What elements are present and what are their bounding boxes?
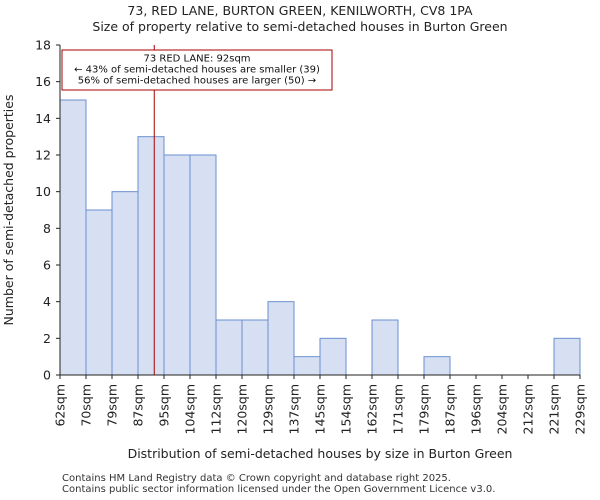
x-tick-label: 212sqm	[521, 384, 536, 434]
histogram-bar	[423, 356, 451, 376]
y-tick-label: 0	[43, 368, 51, 383]
y-tick-label: 16	[35, 74, 51, 89]
y-tick-label: 18	[35, 38, 51, 53]
x-tick-label: 129sqm	[261, 384, 276, 434]
x-tick-label: 120sqm	[235, 384, 250, 434]
y-tick-label: 2	[43, 331, 51, 346]
x-tick-label: 204sqm	[495, 384, 510, 434]
histogram-bar	[85, 209, 113, 376]
x-tick-label: 62sqm	[53, 384, 68, 427]
x-tick-label: 154sqm	[339, 384, 354, 434]
annotation-larger: 56% of semi-detached houses are larger (…	[78, 76, 316, 87]
y-tick-label: 4	[43, 294, 51, 309]
histogram-bar	[59, 99, 87, 376]
histogram-bar	[293, 356, 321, 376]
histogram-bar	[267, 301, 295, 376]
y-tick-label: 6	[43, 258, 51, 273]
y-tick-label: 10	[35, 184, 51, 199]
x-tick-label: 187sqm	[443, 384, 458, 434]
x-tick-label: 79sqm	[105, 384, 120, 427]
x-axis-title: Distribution of semi-detached houses by …	[128, 446, 513, 461]
chart-title-address: 73, RED LANE, BURTON GREEN, KENILWORTH, …	[127, 3, 473, 18]
x-tick-label: 196sqm	[469, 384, 484, 434]
x-tick-label: 221sqm	[547, 384, 562, 434]
x-tick-label: 137sqm	[287, 384, 302, 434]
annotation-smaller: ← 43% of semi-detached houses are smalle…	[74, 65, 320, 76]
histogram-bar	[553, 337, 581, 376]
y-tick-label: 12	[35, 148, 51, 163]
histogram-chart: 0 2 4 6 8 10 12 14 16 18 62sqm 70sqm 79sqm 87sqm 95sqm…	[1, 38, 588, 462]
histogram-bar	[111, 191, 139, 376]
histogram-bar	[371, 319, 399, 376]
x-tick-label: 145sqm	[313, 384, 328, 434]
x-tick-label: 104sqm	[183, 384, 198, 434]
y-tick-label: 14	[35, 111, 51, 126]
chart-subtitle: Size of property relative to semi-detach…	[92, 19, 508, 34]
histogram-bar	[189, 154, 217, 376]
annotation-box	[61, 49, 333, 91]
histogram-bar	[215, 319, 243, 376]
x-tick-label: 179sqm	[417, 384, 432, 434]
x-tick-label: 87sqm	[131, 384, 146, 427]
x-tick-label: 70sqm	[79, 384, 94, 427]
x-tick-label: 112sqm	[209, 384, 224, 434]
histogram-bar	[241, 319, 269, 376]
footer-licence: Contains public sector information licen…	[62, 484, 496, 495]
x-tick-label: 162sqm	[365, 384, 380, 434]
histogram-bar	[319, 337, 347, 376]
x-tick-label: 95sqm	[157, 384, 172, 427]
histogram-bar	[163, 154, 191, 376]
annotation-title: 73 RED LANE: 92sqm	[143, 54, 250, 65]
y-tick-label: 8	[43, 221, 51, 236]
footer-copyright: Contains HM Land Registry data © Crown c…	[62, 473, 451, 484]
histogram-bar	[137, 136, 165, 376]
x-tick-label: 171sqm	[391, 384, 406, 434]
x-tick-label: 229sqm	[573, 384, 588, 434]
y-axis-title: Number of semi-detached properties	[1, 95, 16, 326]
